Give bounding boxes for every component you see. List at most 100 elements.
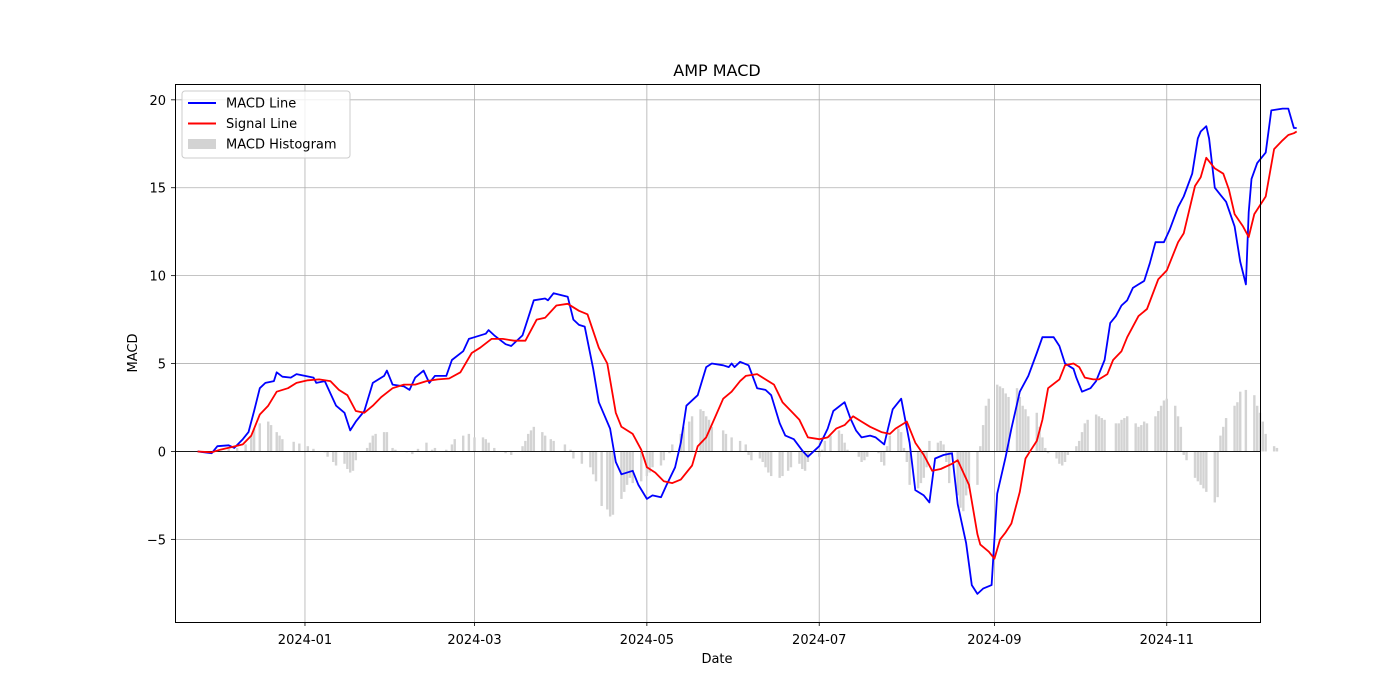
histogram-bar (829, 435, 832, 452)
histogram-bar (764, 451, 767, 468)
histogram-bar (416, 448, 420, 452)
histogram-bar (750, 451, 753, 461)
histogram-bar (227, 448, 230, 452)
histogram-bar (1100, 418, 1103, 452)
histogram-bar (1165, 398, 1168, 452)
histogram-bar (1004, 393, 1007, 452)
histogram-bar (738, 440, 742, 452)
signal-line-path (197, 130, 1298, 560)
histogram-bar (371, 435, 374, 452)
histogram-bar (1202, 451, 1205, 489)
histogram-bar (823, 440, 827, 452)
histogram-bar (484, 439, 488, 452)
histogram-bar (699, 409, 702, 452)
histogram-bar (275, 432, 278, 452)
histogram-bar (801, 451, 804, 470)
legend-label-macd-line: MACD Line (226, 97, 296, 112)
histogram-bar (430, 449, 434, 452)
histogram-bar (385, 432, 389, 452)
histogram-bar (747, 451, 750, 455)
histogram-bar (235, 447, 239, 452)
histogram-bar (1216, 451, 1219, 498)
histogram-bar (1027, 416, 1030, 452)
histogram-bar (346, 451, 349, 470)
histogram-bar (1255, 405, 1259, 452)
histogram-bar (781, 451, 784, 477)
histogram-bar (1114, 423, 1118, 452)
histogram-bar (962, 451, 965, 512)
histogram-bar (702, 411, 705, 452)
histogram-bar (1264, 433, 1267, 452)
histogram-bar (606, 451, 609, 510)
histogram-bar (987, 398, 990, 452)
histogram-bar (1179, 426, 1183, 452)
histogram-bar (1058, 451, 1061, 464)
histogram-bar (467, 433, 471, 452)
histogram-bar (278, 435, 281, 452)
y-axis-label: MACD (126, 334, 141, 373)
x-tick-label: 2024-05 (620, 633, 674, 648)
histogram-bar (671, 444, 674, 452)
histogram-bar (526, 433, 530, 452)
histogram-bar (922, 451, 925, 478)
histogram-bar (1205, 451, 1208, 492)
histogram-bar (1145, 423, 1149, 452)
histogram-bar (840, 433, 844, 452)
histogram-bar (860, 451, 863, 463)
histogram-bar (549, 439, 552, 452)
macd-line-path (197, 107, 1297, 595)
histogram-bar (744, 444, 747, 452)
histogram-bar (1199, 451, 1202, 485)
histogram-bar (1044, 447, 1047, 452)
histogram-bar (473, 437, 476, 452)
histogram-bar (334, 451, 338, 466)
histogram-bar (1224, 418, 1228, 452)
histogram-bar (863, 451, 866, 461)
histogram-bar (453, 439, 456, 452)
histogram-bar (1007, 396, 1010, 452)
histogram-bar (668, 451, 671, 454)
histogram-bar (778, 451, 781, 478)
plot-area (175, 84, 1298, 623)
x-tick-label: 2024-11 (1140, 633, 1194, 648)
histogram-bar (843, 442, 846, 452)
histogram-bar (1185, 451, 1188, 461)
histogram-bar (332, 451, 335, 463)
histogram-bar (919, 451, 923, 484)
histogram-bar (956, 451, 959, 496)
histogram-bar (690, 416, 694, 452)
histogram-bar (730, 437, 733, 452)
histogram-bar (984, 405, 988, 452)
histogram-bar (902, 447, 906, 452)
y-tick-label: 5 (158, 358, 166, 373)
histogram-bar (704, 416, 708, 452)
histogram-bar (1233, 405, 1236, 452)
histogram-bar (959, 451, 962, 508)
histogram-bar (450, 444, 454, 452)
histogram-bar (493, 447, 496, 452)
histogram-bar (897, 428, 900, 452)
histogram-bar (306, 446, 309, 452)
histogram-bar (803, 451, 807, 471)
histogram-bar (1080, 432, 1084, 452)
histogram-bar (1244, 389, 1248, 452)
histogram-bar (928, 440, 931, 452)
y-tick-label: 0 (158, 445, 166, 460)
histogram-bar (857, 451, 860, 457)
histogram-bar (591, 451, 595, 475)
histogram-bar (761, 451, 764, 463)
y-tick-label: −5 (147, 533, 166, 548)
histogram-bar (625, 451, 629, 485)
histogram-bar (312, 448, 315, 452)
x-tick-label: 2024-09 (967, 633, 1021, 648)
histogram-bar (1094, 414, 1098, 452)
histogram-bar (981, 425, 985, 452)
legend-box (181, 90, 351, 159)
histogram-bar (365, 447, 369, 452)
legend: MACD Line Signal Line MACD Histogram (181, 90, 351, 159)
histogram-bar (1055, 451, 1058, 459)
histogram-bar (348, 451, 352, 473)
histogram-bar (1021, 405, 1024, 452)
histogram-bar (662, 451, 666, 461)
histogram-bar (1035, 412, 1038, 452)
